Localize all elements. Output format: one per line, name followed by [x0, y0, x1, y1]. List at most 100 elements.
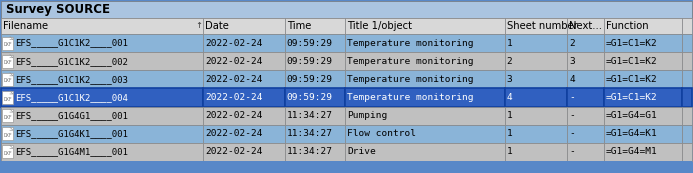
- Text: Next...: Next...: [569, 21, 602, 31]
- Text: Function: Function: [606, 21, 649, 31]
- Bar: [1, 52, 203, 70]
- Text: 2: 2: [569, 39, 575, 48]
- Bar: [682, 125, 692, 143]
- Bar: [505, 70, 567, 88]
- Bar: [604, 143, 682, 161]
- Bar: [567, 34, 604, 52]
- Bar: [1, 161, 692, 173]
- Text: DXF: DXF: [3, 60, 12, 65]
- Bar: [203, 143, 285, 161]
- Text: EFS_____G1C1K2____002: EFS_____G1C1K2____002: [15, 57, 128, 66]
- Bar: [2, 127, 13, 140]
- Bar: [285, 88, 345, 107]
- Text: 2022-02-24: 2022-02-24: [205, 57, 263, 66]
- Bar: [567, 107, 604, 125]
- Text: DXF: DXF: [3, 78, 12, 83]
- Text: -: -: [569, 147, 575, 156]
- Text: 4: 4: [507, 93, 512, 102]
- Bar: [345, 107, 505, 125]
- Text: Pumping: Pumping: [347, 111, 387, 120]
- Text: -: -: [569, 93, 575, 102]
- Text: 2022-02-24: 2022-02-24: [205, 147, 263, 156]
- Bar: [682, 88, 692, 107]
- Text: Title 1/object: Title 1/object: [347, 21, 412, 31]
- Text: =G1=C1=K2: =G1=C1=K2: [606, 57, 658, 66]
- Text: 1: 1: [507, 129, 512, 138]
- Bar: [567, 70, 604, 88]
- Text: =G1=G4=K1: =G1=G4=K1: [606, 129, 658, 138]
- Bar: [1, 18, 203, 34]
- Text: 11:34:27: 11:34:27: [287, 147, 333, 156]
- Bar: [285, 143, 345, 161]
- Text: =G1=C1=K2: =G1=C1=K2: [606, 93, 658, 102]
- Text: 1: 1: [507, 111, 512, 120]
- Text: Temperature monitoring: Temperature monitoring: [347, 39, 473, 48]
- Text: Drive: Drive: [347, 147, 376, 156]
- Bar: [604, 52, 682, 70]
- Text: Temperature monitoring: Temperature monitoring: [347, 57, 473, 66]
- Bar: [567, 52, 604, 70]
- Bar: [604, 125, 682, 143]
- Bar: [604, 34, 682, 52]
- Text: 2022-02-24: 2022-02-24: [205, 129, 263, 138]
- Text: Flow control: Flow control: [347, 129, 416, 138]
- Bar: [345, 18, 505, 34]
- Bar: [203, 52, 285, 70]
- Text: 3: 3: [569, 57, 575, 66]
- Text: DXF: DXF: [3, 115, 12, 120]
- Text: DXF: DXF: [3, 42, 12, 47]
- Bar: [604, 18, 682, 34]
- Text: EFS_____G1C1K2____003: EFS_____G1C1K2____003: [15, 75, 128, 84]
- Bar: [604, 88, 682, 107]
- Text: Sheet number: Sheet number: [507, 21, 577, 31]
- Text: =G1=C1=K2: =G1=C1=K2: [606, 39, 658, 48]
- Bar: [285, 18, 345, 34]
- Text: 2022-02-24: 2022-02-24: [205, 39, 263, 48]
- Bar: [1, 107, 203, 125]
- Bar: [285, 107, 345, 125]
- Text: ↑: ↑: [195, 21, 202, 30]
- Bar: [2, 55, 13, 68]
- Bar: [1, 34, 203, 52]
- Bar: [285, 34, 345, 52]
- Text: =G1=G4=G1: =G1=G4=G1: [606, 111, 658, 120]
- Text: EFS_____G1G4M1____001: EFS_____G1G4M1____001: [15, 147, 128, 156]
- Text: =G1=C1=K2: =G1=C1=K2: [606, 75, 658, 84]
- Text: DXF: DXF: [3, 151, 12, 156]
- Text: EFS_____G1C1K2____001: EFS_____G1C1K2____001: [15, 39, 128, 48]
- Text: Temperature monitoring: Temperature monitoring: [347, 75, 473, 84]
- Bar: [285, 70, 345, 88]
- Bar: [682, 52, 692, 70]
- Text: DXF: DXF: [3, 97, 12, 102]
- Text: Filename: Filename: [3, 21, 48, 31]
- Bar: [203, 70, 285, 88]
- Bar: [505, 143, 567, 161]
- Text: Temperature monitoring: Temperature monitoring: [347, 93, 473, 102]
- Text: 3: 3: [507, 75, 512, 84]
- Text: 2022-02-24: 2022-02-24: [205, 93, 263, 102]
- Bar: [285, 125, 345, 143]
- Text: Date: Date: [205, 21, 229, 31]
- Bar: [2, 91, 13, 104]
- Text: 2022-02-24: 2022-02-24: [205, 75, 263, 84]
- Text: 11:34:27: 11:34:27: [287, 111, 333, 120]
- Bar: [604, 107, 682, 125]
- Bar: [505, 107, 567, 125]
- Bar: [505, 125, 567, 143]
- Text: 09:59:29: 09:59:29: [287, 75, 333, 84]
- Bar: [505, 18, 567, 34]
- Bar: [345, 52, 505, 70]
- Bar: [505, 52, 567, 70]
- Text: =G1=G4=M1: =G1=G4=M1: [606, 147, 658, 156]
- Bar: [285, 52, 345, 70]
- Text: 2022-02-24: 2022-02-24: [205, 111, 263, 120]
- Text: -: -: [569, 111, 575, 120]
- Bar: [505, 34, 567, 52]
- Bar: [682, 107, 692, 125]
- Text: Survey SOURCE: Survey SOURCE: [6, 3, 110, 16]
- Bar: [345, 125, 505, 143]
- Text: EFS_____G1G4G1____001: EFS_____G1G4G1____001: [15, 111, 128, 120]
- Bar: [567, 88, 604, 107]
- Bar: [1, 88, 203, 107]
- Text: 09:59:29: 09:59:29: [287, 57, 333, 66]
